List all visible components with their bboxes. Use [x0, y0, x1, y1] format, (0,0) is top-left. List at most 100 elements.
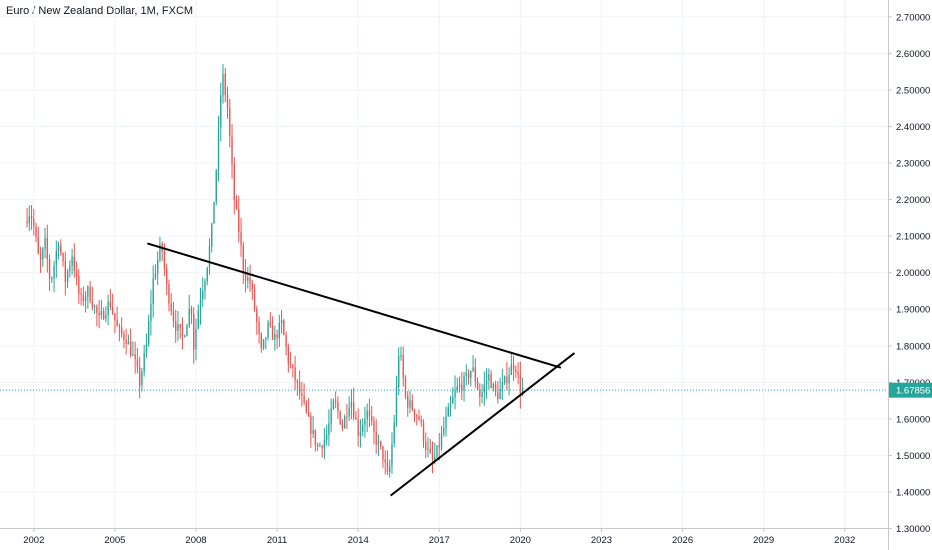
candle-body [177, 324, 179, 331]
candle-body [57, 245, 60, 252]
candle-body [352, 402, 355, 418]
x-tick-label: 2005 [104, 535, 125, 546]
candle-body [368, 410, 371, 417]
candle-body [517, 372, 519, 376]
candle-body [323, 440, 326, 449]
candle-body [195, 328, 197, 350]
candle-body [134, 354, 136, 360]
candle-body [193, 313, 195, 350]
x-tick-label: 2029 [753, 535, 774, 546]
candle-body [172, 311, 175, 322]
y-tick-label: 2.40000 [896, 122, 930, 133]
candle-body [78, 276, 80, 294]
candle-body [87, 286, 89, 297]
x-tick-label: 2023 [591, 535, 612, 546]
candle-body [377, 441, 380, 445]
candle-body [316, 444, 319, 447]
candle-body [343, 416, 346, 429]
candle-body [334, 400, 337, 402]
candle-body [150, 304, 152, 321]
trendlines [147, 242, 576, 497]
candle-body [229, 108, 231, 137]
candle-body [238, 208, 240, 233]
candle-body [127, 341, 130, 345]
candle-body [298, 382, 301, 394]
candle-body [361, 424, 364, 432]
candle-body [204, 281, 206, 291]
candle-body [152, 278, 154, 305]
trendline-ascending-support[interactable] [389, 352, 576, 497]
candle-body [179, 324, 181, 328]
candle-body [89, 286, 91, 302]
candle-body [499, 388, 501, 400]
candles [26, 64, 524, 478]
candle-body [294, 367, 296, 381]
candle-body [109, 301, 112, 307]
candle-body [91, 301, 94, 308]
candle-body [181, 327, 184, 337]
candle-body [380, 441, 382, 447]
candle-body [253, 289, 256, 310]
candle-body [497, 392, 499, 400]
candle-body [217, 127, 220, 171]
candle-body [454, 389, 456, 397]
candle-body [355, 417, 357, 420]
candle-body [373, 421, 375, 432]
candle-body [485, 380, 488, 385]
candle-body [465, 372, 467, 377]
candle-body [247, 277, 249, 281]
candle-body [521, 388, 524, 395]
x-tick-label: 2020 [510, 535, 531, 546]
candle-body [289, 363, 292, 365]
candle-body [42, 248, 44, 260]
candle-body [48, 259, 51, 279]
candle-body [508, 375, 510, 384]
candle-body [510, 364, 513, 376]
candle-body [64, 261, 67, 282]
candle-body [154, 273, 157, 279]
candle-body [235, 200, 238, 209]
candle-body [359, 431, 362, 436]
candle-body [168, 284, 170, 304]
candle-body [222, 73, 224, 96]
candle-body [96, 306, 98, 313]
candle-body [53, 265, 55, 279]
candle-body [93, 306, 96, 308]
candle-body [141, 371, 143, 386]
candle-body [431, 452, 434, 461]
candle-body [400, 354, 402, 357]
candle-body [224, 73, 226, 95]
candle-body [366, 410, 368, 420]
candle-body [447, 407, 449, 417]
candle-body [292, 364, 294, 368]
y-tick-label: 1.90000 [896, 305, 930, 316]
candle-body [244, 272, 247, 281]
candle-body [461, 384, 463, 391]
candle-body [197, 310, 199, 329]
candle-body [341, 423, 344, 429]
candle-body [33, 218, 35, 227]
candle-body [438, 445, 440, 448]
candle-body [156, 259, 159, 274]
candle-body [332, 400, 335, 409]
candle-body [483, 384, 486, 393]
x-tick-label: 2014 [348, 535, 369, 546]
candle-body [472, 367, 474, 372]
candle-body [251, 283, 253, 290]
candle-body [213, 201, 215, 224]
candle-body [287, 346, 290, 364]
y-tick-label: 1.50000 [896, 451, 930, 462]
candle-body [166, 268, 168, 285]
candle-body [120, 327, 123, 334]
candle-body [346, 416, 348, 418]
candle-body [443, 428, 445, 434]
trendline-descending-resistance[interactable] [147, 242, 562, 369]
candle-body [422, 422, 425, 442]
candle-body [357, 419, 359, 436]
candle-body [330, 408, 332, 424]
candle-body [60, 245, 62, 254]
candle-body [434, 456, 436, 461]
candle-body [519, 375, 522, 395]
